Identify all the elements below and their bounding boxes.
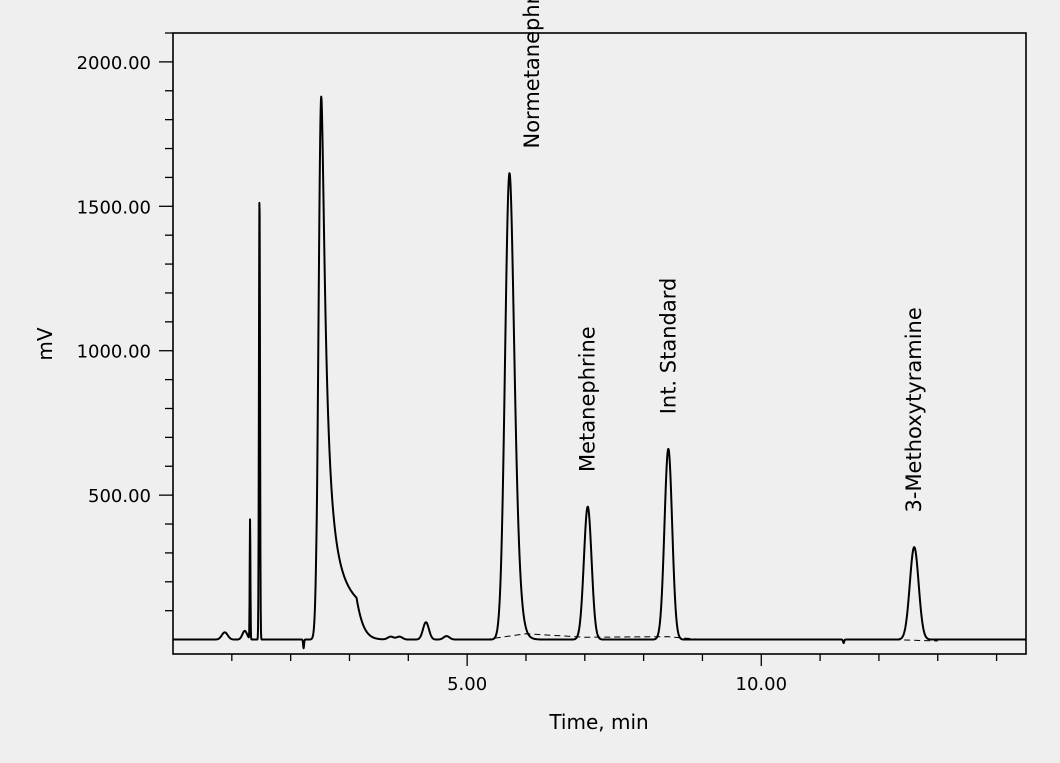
y-tick-label: 500.00 (88, 486, 151, 507)
y-tick-label: 2000.00 (77, 53, 151, 74)
peak-label: Metanephrine (576, 326, 600, 472)
y-tick-label: 1000.00 (77, 342, 151, 363)
x-axis-label: Time, min (548, 710, 648, 734)
peak-label: Normetanephrine (520, 0, 544, 149)
y-axis-label: mV (33, 327, 57, 360)
chromatogram-trace (172, 95, 1027, 650)
tick-labels: 5.00 10.00 500.00 1000.00 1500.00 2000.00 (77, 53, 787, 695)
x-tick-label: 10.00 (736, 674, 788, 695)
axis-ticks (159, 32, 998, 666)
plot-frame (172, 32, 1027, 655)
peak-label: 3-Methoxytyramine (902, 307, 926, 512)
x-tick-label: 5.00 (447, 674, 487, 695)
series-layer (172, 95, 1027, 650)
peak-label: Int. Standard (656, 278, 680, 415)
annotation-layer: Normetanephrine Metanephrine Int. Standard… (520, 0, 926, 513)
y-tick-label: 1500.00 (77, 197, 151, 218)
integration-baseline (484, 633, 938, 642)
